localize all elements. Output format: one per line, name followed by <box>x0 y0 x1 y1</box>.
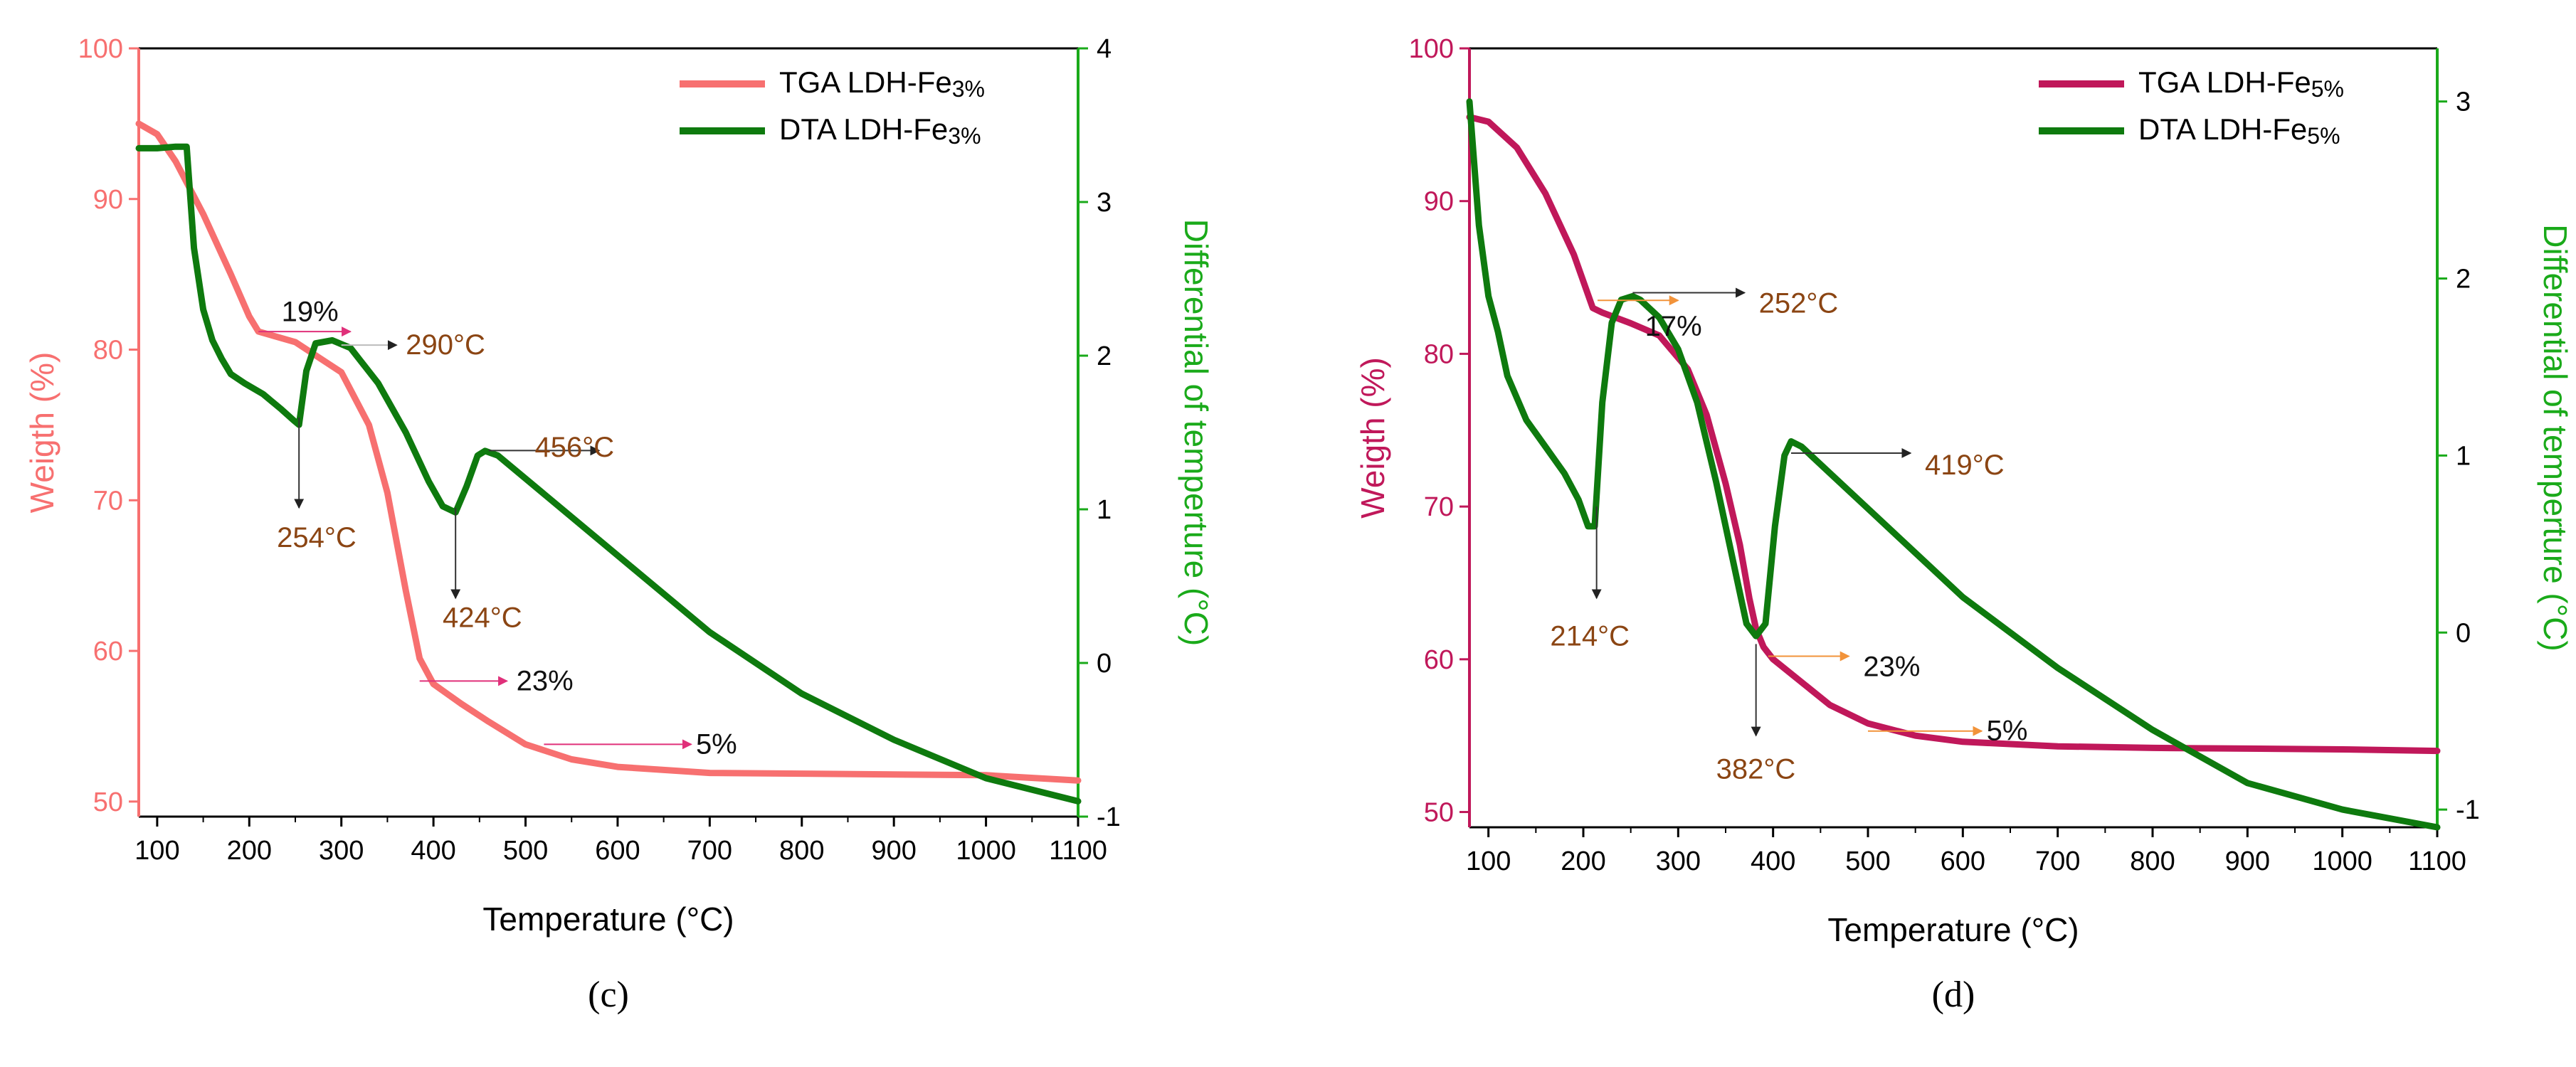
annotation-label: 23% <box>517 665 574 696</box>
annotation-label: 419°C <box>1925 450 2005 481</box>
annotation-label: 456°C <box>534 432 614 463</box>
legend-tga-label: TGA LDH-Fe5% <box>2138 65 2344 102</box>
x-axis-label: Temperature (°C) <box>482 901 734 938</box>
annotation-label: 5% <box>696 728 737 760</box>
annotation-label: 23% <box>1863 652 1920 683</box>
legend-tga-subscript: 5% <box>2311 76 2344 102</box>
x-tick-label: 1000 <box>956 836 1016 866</box>
legend-dta-subscript: 3% <box>948 123 981 149</box>
y2-tick-label: 1 <box>1097 495 1112 525</box>
annotation-label: 17% <box>1645 311 1702 342</box>
y-axis-label: Weigth (%) <box>23 352 60 514</box>
annotation-label: 254°C <box>277 522 357 553</box>
x-tick-label: 400 <box>411 836 455 866</box>
y-tick-label: 80 <box>1424 339 1454 369</box>
x-tick-label: 600 <box>595 836 640 866</box>
x-tick-label: 300 <box>1656 846 1701 876</box>
y-axis-label: Weigth (%) <box>1354 357 1391 519</box>
chart-panel-d: 100 200 300 400 500 600 700 800 900 1000 110050607… <box>1354 34 2574 1015</box>
x-tick-label: 800 <box>2130 846 2175 876</box>
x-axis-label: Temperature (°C) <box>1827 911 2079 948</box>
y2-tick-label: -1 <box>1097 802 1121 832</box>
x-tick-label: 100 <box>1466 846 1511 876</box>
dta-series-line <box>135 143 1082 805</box>
y2-tick-label: 4 <box>1097 34 1112 64</box>
y-tick-label: 100 <box>78 34 123 64</box>
y2-tick-label: 0 <box>1097 649 1112 679</box>
x-tick-label: 900 <box>2225 846 2270 876</box>
x-tick-label: 1100 <box>2408 846 2466 876</box>
legend-dta-label: DTA LDH-Fe3% <box>779 112 981 149</box>
annotation-label: 290°C <box>406 329 485 361</box>
y2-tick-label: 0 <box>2456 618 2471 648</box>
y-tick-label: 60 <box>93 637 123 667</box>
x-tick-label: 700 <box>687 836 732 866</box>
y2-axis-label: Differential of temperture (°C) <box>2537 224 2574 651</box>
annotation-label: 19% <box>282 297 339 328</box>
x-tick-label: 100 <box>134 836 179 866</box>
x-tick-label: 400 <box>1751 846 1795 876</box>
y-tick-label: 90 <box>1424 187 1454 217</box>
y-tick-label: 50 <box>1424 798 1454 828</box>
y2-tick-label: 2 <box>2456 265 2471 294</box>
annotation-label: 214°C <box>1550 621 1630 652</box>
y-tick-label: 70 <box>93 486 123 516</box>
x-tick-label: 900 <box>871 836 916 866</box>
x-tick-label: 200 <box>1561 846 1605 876</box>
y-tick-label: 50 <box>93 787 123 817</box>
x-tick-label: 500 <box>503 836 548 866</box>
y-tick-label: 90 <box>93 185 123 215</box>
x-tick-label: 200 <box>227 836 272 866</box>
annotation-label: 424°C <box>443 602 522 633</box>
tga-series-line <box>1466 114 2441 755</box>
x-tick-label: 1100 <box>1049 836 1107 866</box>
legend-tga-subscript: 3% <box>952 76 985 102</box>
y2-tick-label: 3 <box>2456 87 2471 117</box>
y2-tick-label: 1 <box>2456 441 2471 471</box>
y-tick-label: 60 <box>1424 645 1454 675</box>
annotation-label: 252°C <box>1759 288 1839 319</box>
panel-label: (d) <box>1932 975 1975 1015</box>
chart-panel-c: 100 200 300 400 500 600 700 800 900 1000 110050607… <box>23 34 1215 1015</box>
x-tick-label: 600 <box>1941 846 1985 876</box>
y2-tick-label: 2 <box>1097 341 1112 371</box>
y-tick-label: 80 <box>93 336 123 366</box>
legend-dta-subscript: 5% <box>2307 123 2340 149</box>
x-tick-label: 700 <box>2035 846 2080 876</box>
annotation-label: 382°C <box>1716 753 1796 785</box>
y2-tick-label: 3 <box>1097 188 1112 218</box>
tga-series-line <box>135 120 1082 784</box>
x-tick-label: 1000 <box>2312 846 2372 876</box>
x-tick-label: 500 <box>1845 846 1890 876</box>
x-tick-label: 300 <box>319 836 364 866</box>
y-tick-label: 70 <box>1424 492 1454 522</box>
panel-label: (c) <box>588 975 629 1015</box>
x-tick-label: 800 <box>779 836 824 866</box>
legend-tga-label: TGA LDH-Fe3% <box>779 65 985 102</box>
y-tick-label: 100 <box>1409 34 1454 64</box>
y2-axis-label: Differential of temperture (°C) <box>1178 219 1215 646</box>
annotation-label: 5% <box>1987 716 2028 747</box>
y2-tick-label: -1 <box>2456 795 2480 825</box>
legend-dta-label: DTA LDH-Fe5% <box>2138 112 2340 149</box>
dta-series-line <box>1466 98 2441 831</box>
